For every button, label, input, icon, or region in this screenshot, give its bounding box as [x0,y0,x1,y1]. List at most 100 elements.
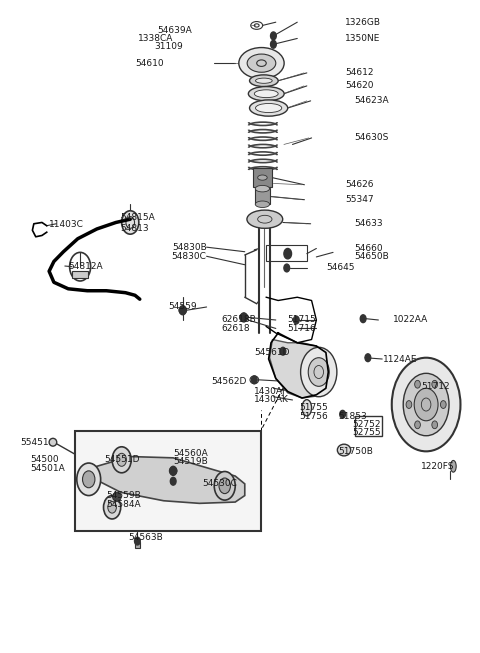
Circle shape [83,471,95,488]
Circle shape [415,380,420,388]
Circle shape [280,347,286,355]
Text: 54563B: 54563B [128,534,163,543]
Circle shape [170,477,176,485]
Circle shape [121,211,139,234]
Circle shape [240,313,247,322]
Text: 54626: 54626 [345,180,373,189]
Text: 51712: 51712 [421,382,450,390]
Text: 51756: 51756 [300,412,328,421]
Circle shape [170,466,177,475]
Text: 54650B: 54650B [355,253,389,261]
Ellipse shape [49,438,57,446]
Circle shape [77,463,101,496]
Text: 54519B: 54519B [173,457,208,466]
Text: 1124AE: 1124AE [383,355,418,364]
Text: 51716: 51716 [288,324,316,333]
Circle shape [293,316,299,324]
Circle shape [432,421,438,429]
Circle shape [108,502,116,513]
Circle shape [365,354,371,362]
Text: 51750B: 51750B [338,447,372,456]
Circle shape [271,40,276,48]
Bar [266,246,307,261]
Ellipse shape [247,54,276,72]
Ellipse shape [255,185,270,192]
Ellipse shape [255,201,270,208]
Circle shape [300,347,337,397]
Text: 1350NE: 1350NE [345,34,380,43]
Circle shape [340,410,346,418]
Circle shape [112,447,131,473]
Text: 1338CA: 1338CA [138,34,173,43]
Text: 54584A: 54584A [107,500,141,509]
Text: 55451: 55451 [21,438,49,447]
Circle shape [271,32,276,40]
Text: 62618B: 62618B [221,315,256,325]
Circle shape [252,376,257,384]
Text: 54501A: 54501A [30,464,65,473]
Text: 54623A: 54623A [355,97,389,105]
Text: 54813: 54813 [120,225,149,234]
Text: 52755: 52755 [352,428,381,437]
Ellipse shape [250,75,278,87]
Circle shape [406,401,412,408]
Circle shape [414,389,438,421]
Circle shape [219,478,230,494]
Ellipse shape [450,460,456,472]
Text: 54559B: 54559B [107,491,141,500]
Text: 54639A: 54639A [157,26,192,35]
Text: 54620: 54620 [345,82,373,90]
Ellipse shape [302,400,312,416]
Ellipse shape [258,175,267,180]
Circle shape [104,496,120,519]
Text: 54830B: 54830B [172,243,206,251]
Text: 54645: 54645 [326,263,354,272]
Text: 31109: 31109 [154,42,183,52]
Ellipse shape [250,100,288,116]
Text: 54560A: 54560A [173,449,208,458]
Bar [355,416,382,436]
Text: 54562D: 54562D [211,377,247,387]
Text: 62618: 62618 [221,324,250,333]
Text: 51755: 51755 [300,404,328,412]
Text: 54551D: 54551D [104,455,140,464]
Text: 54830C: 54830C [172,252,206,261]
Ellipse shape [239,48,284,79]
Bar [72,271,88,278]
Bar [253,168,272,187]
Circle shape [441,401,446,408]
Circle shape [308,358,329,387]
Text: 54559: 54559 [168,302,197,311]
Text: 51715: 51715 [288,315,316,325]
Text: 1430AJ: 1430AJ [254,387,286,396]
Text: 1220FS: 1220FS [421,462,455,471]
Ellipse shape [255,78,272,84]
Bar [75,430,262,532]
Circle shape [432,380,438,388]
Text: 54812A: 54812A [68,263,103,271]
Ellipse shape [254,90,278,97]
Bar [134,543,140,548]
Circle shape [180,306,186,315]
Text: 54610: 54610 [135,59,164,68]
Circle shape [284,249,291,259]
Text: 54815A: 54815A [120,213,156,222]
Text: 54660: 54660 [355,244,383,253]
Circle shape [114,492,120,502]
Text: 54612: 54612 [345,69,373,78]
Text: 1430AK: 1430AK [254,396,289,404]
Text: 54633: 54633 [355,219,383,229]
Text: 54561D: 54561D [254,348,290,357]
Circle shape [392,358,460,451]
Text: 52752: 52752 [352,419,381,428]
Text: 11403C: 11403C [49,220,84,229]
Circle shape [284,264,289,272]
Text: 54500: 54500 [30,455,59,464]
Ellipse shape [247,210,283,229]
Text: 54530C: 54530C [202,479,237,488]
Ellipse shape [255,103,282,112]
Text: 1326GB: 1326GB [345,18,381,27]
Circle shape [214,471,235,500]
Circle shape [134,537,140,545]
Circle shape [415,421,420,429]
